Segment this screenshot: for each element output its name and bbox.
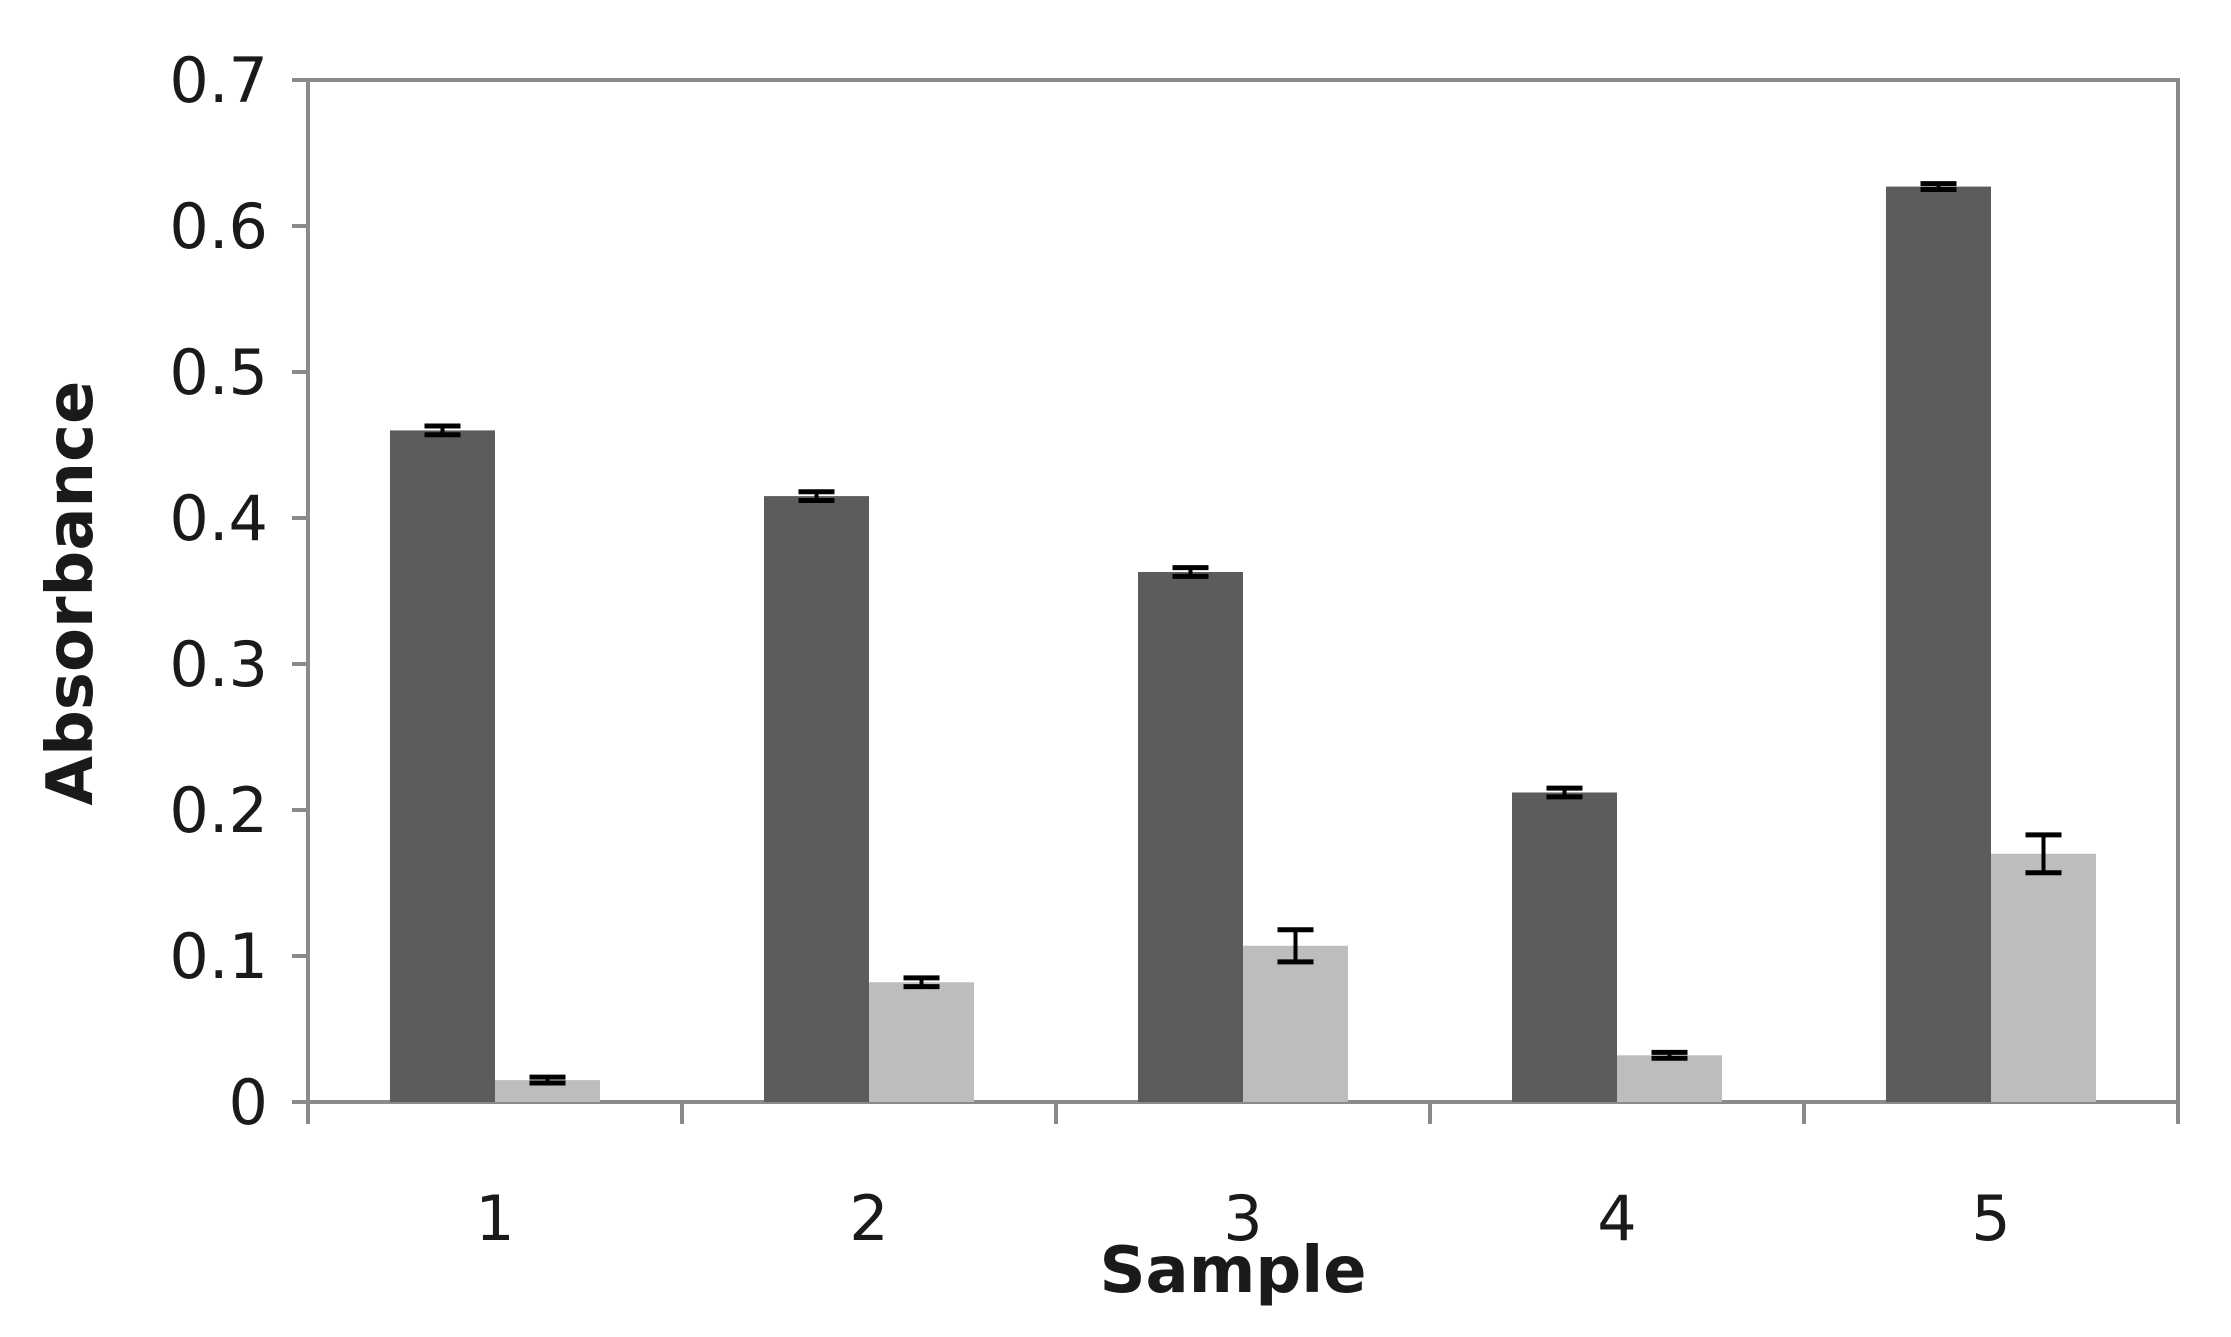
y-axis-title: Absorbance [34, 381, 108, 806]
y-tick-label: 0.6 [169, 190, 268, 263]
bar [1138, 572, 1243, 1102]
bar [764, 496, 869, 1103]
bar [1991, 853, 2096, 1102]
bar [390, 430, 495, 1102]
y-tick-label: 0 [229, 1066, 268, 1139]
x-tick-label: 5 [1971, 1182, 2010, 1255]
y-tick-label: 0.1 [169, 920, 268, 993]
bar [1617, 1055, 1722, 1102]
bar [1886, 186, 1991, 1102]
x-axis-title: Sample [1099, 1234, 1366, 1308]
bar [1512, 792, 1617, 1102]
x-tick-label: 1 [475, 1182, 514, 1255]
x-tick-label: 3 [1223, 1182, 1262, 1255]
y-tick-label: 0.3 [169, 628, 268, 701]
y-tick-label: 0.2 [169, 774, 268, 847]
x-axis: 1 2 3 4 5 [306, 1102, 2180, 1255]
bar [1243, 945, 1348, 1102]
x-tick-label: 4 [1597, 1182, 1636, 1255]
bar [869, 982, 974, 1102]
error-bars [424, 181, 2062, 1086]
y-axis: 0 0.1 0.2 0.3 0.4 0.5 0.6 0.7 [169, 44, 308, 1139]
x-tick-label: 2 [849, 1182, 888, 1255]
bar [495, 1080, 600, 1102]
y-tick-label: 0.7 [169, 44, 268, 117]
y-tick-label: 0.5 [169, 336, 268, 409]
y-tick-label: 0.4 [169, 482, 268, 555]
bars [390, 186, 2096, 1103]
